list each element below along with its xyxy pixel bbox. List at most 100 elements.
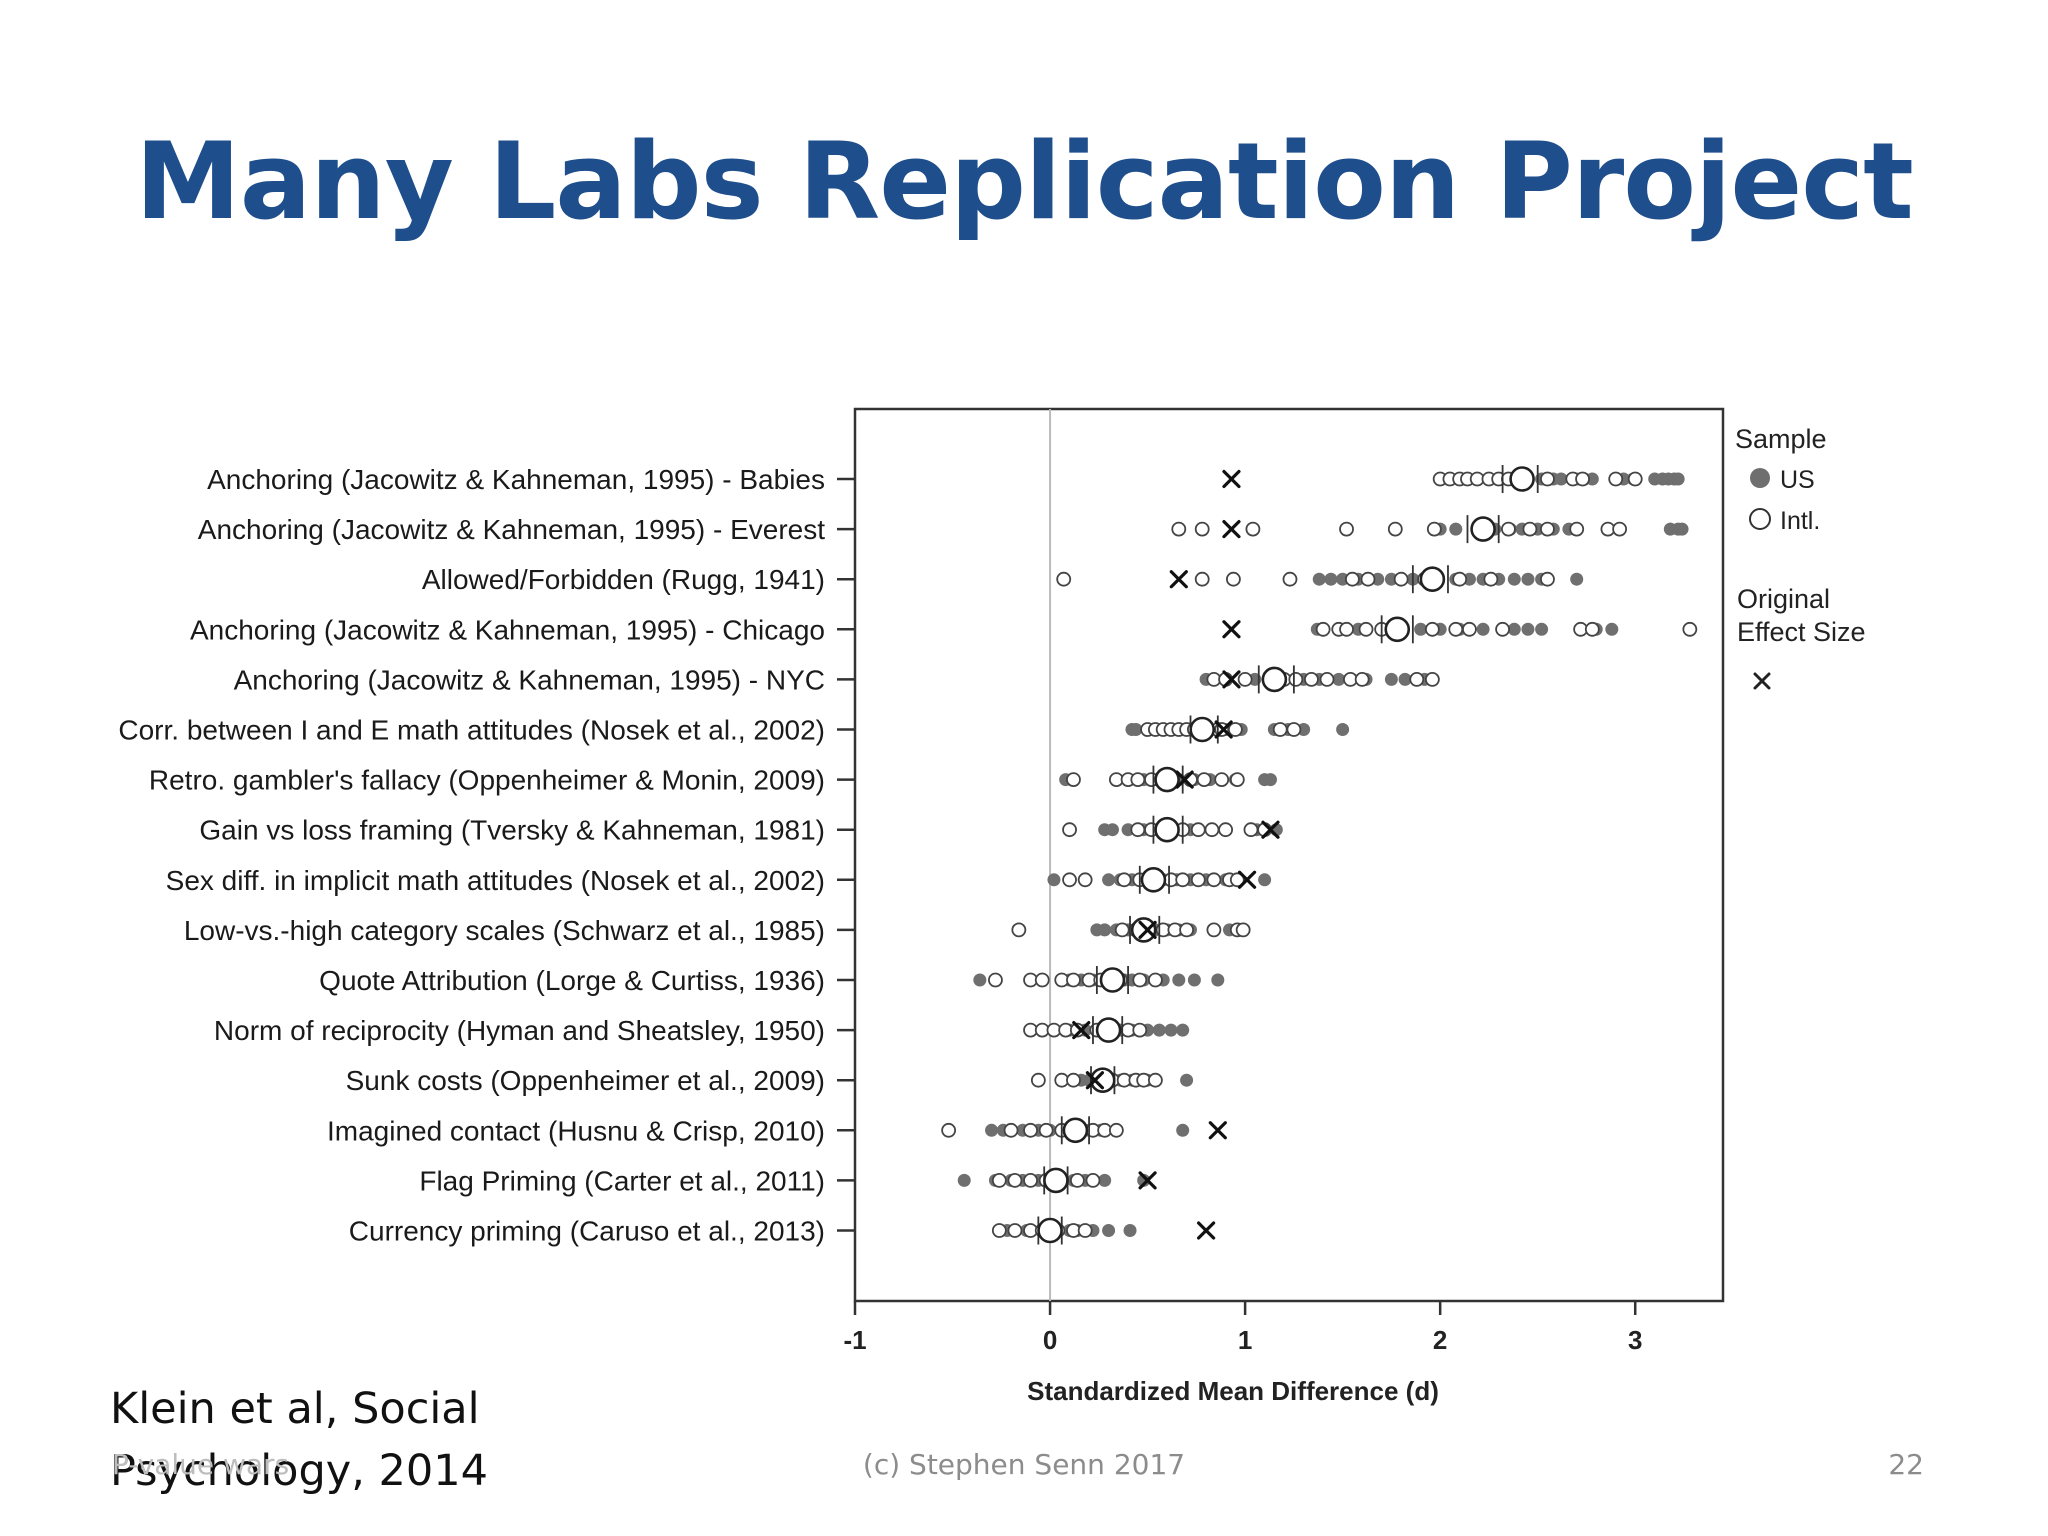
intl-sample-point (1003, 1122, 1019, 1138)
x-axis-label: Standardized Mean Difference (d) (1027, 1376, 1439, 1406)
intl-sample-point (1196, 772, 1212, 787)
intl-sample-point (1171, 521, 1187, 537)
intl-sample-point (1245, 521, 1261, 537)
us-sample-point (1449, 522, 1463, 536)
intl-sample-point (1190, 822, 1206, 838)
intl-sample-point (1062, 822, 1077, 838)
us-sample-point (1671, 472, 1685, 486)
intl-sample-point (988, 972, 1003, 988)
legend-title: Sample (1735, 424, 1827, 454)
legend-us-marker (1750, 468, 1770, 488)
study-label: Currency priming (Caruso et al., 2013) (349, 1216, 825, 1247)
intl-sample-point (1339, 521, 1354, 537)
original-effect-marker (1237, 870, 1257, 889)
intl-sample-point (1062, 872, 1077, 888)
aggregate-mean-point (1130, 917, 1157, 943)
intl-sample-point (1227, 722, 1243, 737)
original-effect-stroke (1222, 620, 1241, 639)
study-row: Sex diff. in implicit math attitudes (No… (166, 865, 1272, 896)
original-effect-stroke (1261, 820, 1280, 839)
study-row: Currency priming (Caruso et al., 2013) (349, 1216, 1216, 1247)
study-row: Low-vs.-high category scales (Schwarz et… (184, 915, 1251, 946)
intl-sample-point (1066, 972, 1081, 988)
intl-sample-point (1288, 672, 1304, 687)
study-label: Anchoring (Jacowitz & Kahneman, 1995) - … (207, 464, 825, 495)
intl-sample-point (1243, 822, 1259, 838)
intl-sample-point (1360, 571, 1376, 587)
us-sample-point (1332, 672, 1346, 686)
intl-sample-point (1056, 571, 1072, 587)
aggregate-mean-point (1062, 1117, 1089, 1144)
footer-left: P-value wars (112, 1448, 290, 1481)
original-effect-marker (1208, 1121, 1227, 1140)
intl-sample-point (1354, 672, 1370, 687)
page-number: 22 (1888, 1448, 1924, 1481)
us-sample-point (1554, 472, 1568, 486)
aggregate-mean-point (1089, 1067, 1116, 1093)
intl-sample-point (1569, 521, 1585, 537)
original-effect-marker (1222, 469, 1241, 489)
study-label: Anchoring (Jacowitz & Kahneman, 1995) - … (234, 664, 825, 695)
original-effect-marker (1214, 720, 1233, 739)
study-row: Flag Priming (Carter et al., 2011) (419, 1165, 1157, 1196)
intl-sample-point (1272, 722, 1288, 737)
study-row: Norm of reciprocity (Hyman and Sheatsley… (214, 1015, 1190, 1046)
us-sample-point (1152, 1023, 1166, 1037)
us-sample-point (1336, 723, 1350, 736)
original-effect-stroke (1072, 1020, 1091, 1040)
intl-sample-point (1069, 1173, 1085, 1188)
intl-sample-point (1540, 521, 1555, 537)
intl-sample-point (1612, 521, 1628, 537)
aggregate-mean-point (1261, 666, 1288, 693)
intl-sample-point (1627, 471, 1643, 487)
original-effect-marker (1072, 1020, 1091, 1040)
intl-sample-point (1286, 722, 1302, 737)
us-sample-point (1507, 572, 1521, 586)
study-row: Allowed/Forbidden (Rugg, 1941) (422, 564, 1584, 595)
intl-sample-point (1424, 621, 1440, 637)
footer-center: (c) Stephen Senn 2017 (862, 1448, 1186, 1481)
study-label: Sunk costs (Oppenheimer et al., 2009) (346, 1065, 825, 1096)
study-row: Imagined contact (Husnu & Crisp, 2010) (327, 1115, 1227, 1146)
intl-sample-point (1034, 972, 1050, 988)
original-effect-marker (1222, 620, 1241, 639)
intl-sample-point (1007, 1173, 1023, 1188)
us-sample-point (1098, 1173, 1112, 1187)
intl-sample-point (1147, 1072, 1163, 1088)
intl-sample-point (941, 1122, 957, 1138)
aggregate-mean-point (1095, 1017, 1122, 1043)
aggregate-mean-point (1384, 616, 1411, 643)
intl-sample-point (1023, 1173, 1038, 1188)
study-row: Gain vs loss framing (Tversky & Kahneman… (199, 815, 1283, 846)
aggregate-mean-point (1140, 866, 1167, 893)
intl-sample-point (1495, 621, 1510, 637)
study-row: Quote Attribution (Lorge & Curtiss, 1936… (319, 965, 1225, 996)
intl-sample-point (1304, 672, 1319, 687)
us-sample-point (1176, 1123, 1190, 1137)
intl-sample-point (1540, 571, 1555, 587)
intl-sample-point (1116, 872, 1132, 888)
original-effect-stroke (1175, 770, 1194, 789)
intl-sample-point (1214, 772, 1230, 787)
study-label: Allowed/Forbidden (Rugg, 1941) (422, 564, 825, 595)
us-sample-point (1187, 973, 1201, 987)
us-sample-point (1476, 622, 1490, 636)
intl-sample-point (1540, 471, 1555, 487)
slide-title: Many Labs Replication Project (135, 120, 1914, 243)
aggregate-mean-point (1099, 967, 1126, 993)
us-sample-point (1105, 823, 1119, 837)
original-effect-stroke (1197, 1221, 1216, 1240)
legend-intl-marker (1749, 508, 1771, 530)
original-effect-stroke (1085, 1071, 1105, 1090)
study-label: Anchoring (Jacowitz & Kahneman, 1995) - … (190, 614, 825, 645)
us-sample-point (1047, 873, 1061, 887)
intl-sample-point (1147, 972, 1163, 988)
us-sample-point (1384, 672, 1398, 686)
intl-sample-point (1682, 621, 1698, 637)
aggregate-mean-point (1509, 466, 1535, 492)
us-sample-point (1172, 973, 1186, 987)
intl-sample-point (1424, 672, 1440, 687)
aggregate-mean-point (1189, 716, 1215, 743)
citation-line-2: Psychology, 2014 (110, 1446, 488, 1496)
